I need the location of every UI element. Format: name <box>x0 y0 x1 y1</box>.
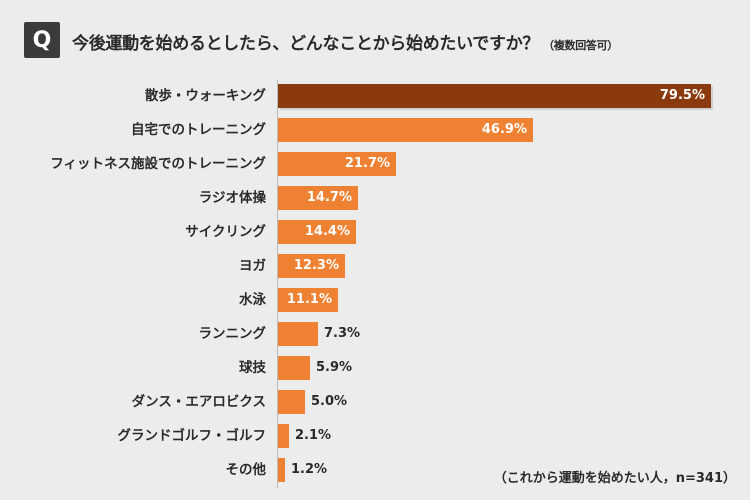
value-label: 7.3% <box>324 326 361 341</box>
chart-axis-line <box>277 80 278 488</box>
value-label: 79.5% <box>659 88 705 103</box>
value-label: 5.9% <box>316 360 353 375</box>
value-label: 2.1% <box>295 428 332 443</box>
value-label: 12.3% <box>293 258 339 273</box>
value-label: 46.9% <box>481 122 527 137</box>
category-label: 自宅でのトレーニング <box>131 122 266 138</box>
sample-footnote: （これから運動を始めたい人，n=341） <box>493 471 736 486</box>
bar <box>278 390 305 414</box>
bar <box>278 186 358 210</box>
bar <box>278 152 396 176</box>
bar <box>278 424 289 448</box>
bar <box>278 254 345 278</box>
category-label: ヨガ <box>239 258 266 274</box>
category-label: ダンス・エアロビクス <box>131 394 266 410</box>
value-label: 11.1% <box>286 292 332 307</box>
question-badge: Q <box>24 22 60 58</box>
question-note: （複数回答可） <box>543 39 618 52</box>
value-label: 14.7% <box>306 190 352 205</box>
value-label: 14.4% <box>304 224 350 239</box>
category-label: 球技 <box>239 360 266 376</box>
value-label: 21.7% <box>344 156 390 171</box>
category-label: グランドゴルフ・ゴルフ <box>117 428 267 444</box>
bar <box>278 458 285 482</box>
bar <box>278 288 338 312</box>
value-label: 5.0% <box>311 394 348 409</box>
category-label: その他 <box>225 462 267 478</box>
question-title: 今後運動を始めるとしたら、どんなことから始めたいですか？ <box>72 34 540 54</box>
category-label: ランニング <box>198 326 267 342</box>
bar <box>278 322 318 346</box>
category-label: 散歩・ウォーキング <box>144 88 266 104</box>
question-header: Q 今後運動を始めるとしたら、どんなことから始めたいですか？ （複数回答可） <box>24 22 730 58</box>
bar <box>278 356 310 380</box>
category-label: サイクリング <box>185 224 266 240</box>
bar <box>278 84 711 108</box>
bar <box>278 220 356 244</box>
value-label: 1.2% <box>291 462 328 477</box>
bar <box>278 118 533 142</box>
category-label: フィットネス施設でのトレーニング <box>50 156 266 172</box>
category-label: 水泳 <box>239 292 266 308</box>
question-text: 今後運動を始めるとしたら、どんなことから始めたいですか？ （複数回答可） <box>72 29 618 54</box>
category-label: ラジオ体操 <box>198 190 266 206</box>
